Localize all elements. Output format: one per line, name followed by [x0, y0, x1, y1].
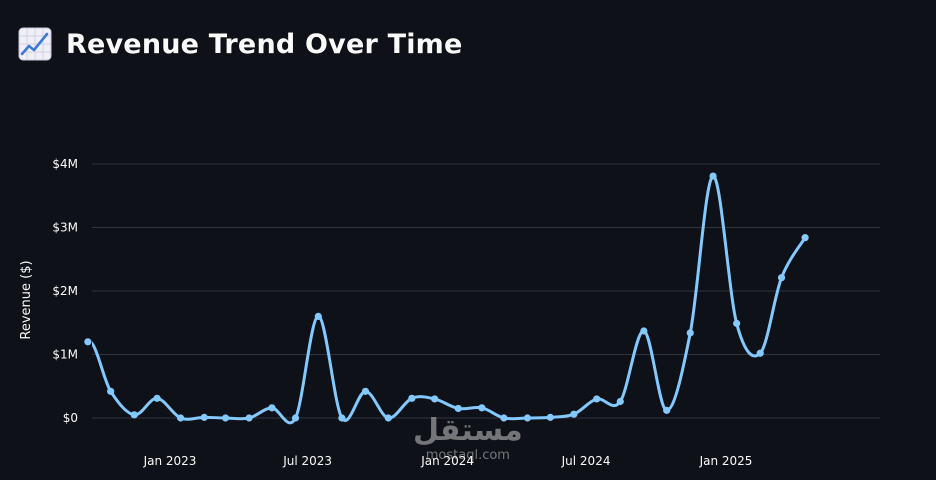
data-point[interactable] — [709, 172, 717, 180]
data-point[interactable] — [130, 411, 138, 419]
data-point[interactable] — [756, 349, 764, 357]
y-axis-ticks: $0 $1M $2M $3M $4M — [52, 157, 78, 425]
data-point[interactable] — [616, 397, 624, 406]
x-tick-label: Jan 2023 — [143, 454, 197, 468]
data-point[interactable] — [177, 414, 185, 422]
data-point[interactable] — [107, 387, 115, 395]
x-tick-label: Jul 2023 — [282, 454, 332, 468]
data-point[interactable] — [431, 395, 439, 403]
y-tick-label: $1M — [52, 348, 78, 362]
chart-increasing-icon — [18, 27, 52, 61]
data-point[interactable] — [200, 413, 208, 421]
data-point[interactable] — [314, 312, 322, 320]
data-point[interactable] — [338, 414, 346, 422]
data-point[interactable] — [361, 387, 370, 395]
data-point[interactable] — [245, 414, 253, 422]
data-point[interactable] — [523, 414, 532, 422]
data-point[interactable] — [221, 414, 230, 422]
revenue-line — [92, 174, 807, 425]
series-layer — [84, 172, 809, 425]
data-point[interactable] — [593, 395, 601, 403]
data-point[interactable] — [153, 394, 161, 402]
x-tick-label: Jul 2024 — [561, 454, 611, 468]
data-point[interactable] — [801, 234, 809, 242]
data-point[interactable] — [478, 404, 486, 412]
data-point[interactable] — [546, 413, 554, 421]
x-axis-ticks: Jan 2023 Jul 2023 Jan 2024 Jul 2024 Jan 2025 — [143, 454, 753, 468]
y-tick-label: $0 — [63, 411, 78, 425]
data-point[interactable] — [663, 406, 671, 414]
y-tick-label: $3M — [52, 221, 78, 235]
page-header: Revenue Trend Over Time — [18, 24, 463, 64]
data-point[interactable] — [640, 327, 648, 335]
data-point[interactable] — [291, 414, 300, 422]
x-tick-label: Jan 2024 — [420, 454, 474, 468]
data-point[interactable] — [500, 414, 508, 422]
data-point[interactable] — [733, 319, 741, 327]
y-tick-label: $2M — [52, 284, 78, 298]
page-title: Revenue Trend Over Time — [66, 28, 463, 60]
data-point[interactable] — [570, 410, 578, 418]
data-point[interactable] — [454, 404, 462, 413]
data-point[interactable] — [384, 414, 392, 422]
x-tick-label: Jan 2025 — [699, 454, 753, 468]
data-point[interactable] — [686, 329, 694, 337]
data-point[interactable] — [84, 338, 92, 346]
y-axis-label: Revenue ($) — [19, 260, 34, 339]
data-point[interactable] — [777, 274, 786, 282]
grid-lines — [92, 163, 880, 419]
data-point[interactable] — [268, 404, 276, 412]
y-tick-label: $4M — [52, 157, 78, 171]
data-point[interactable] — [408, 394, 416, 402]
